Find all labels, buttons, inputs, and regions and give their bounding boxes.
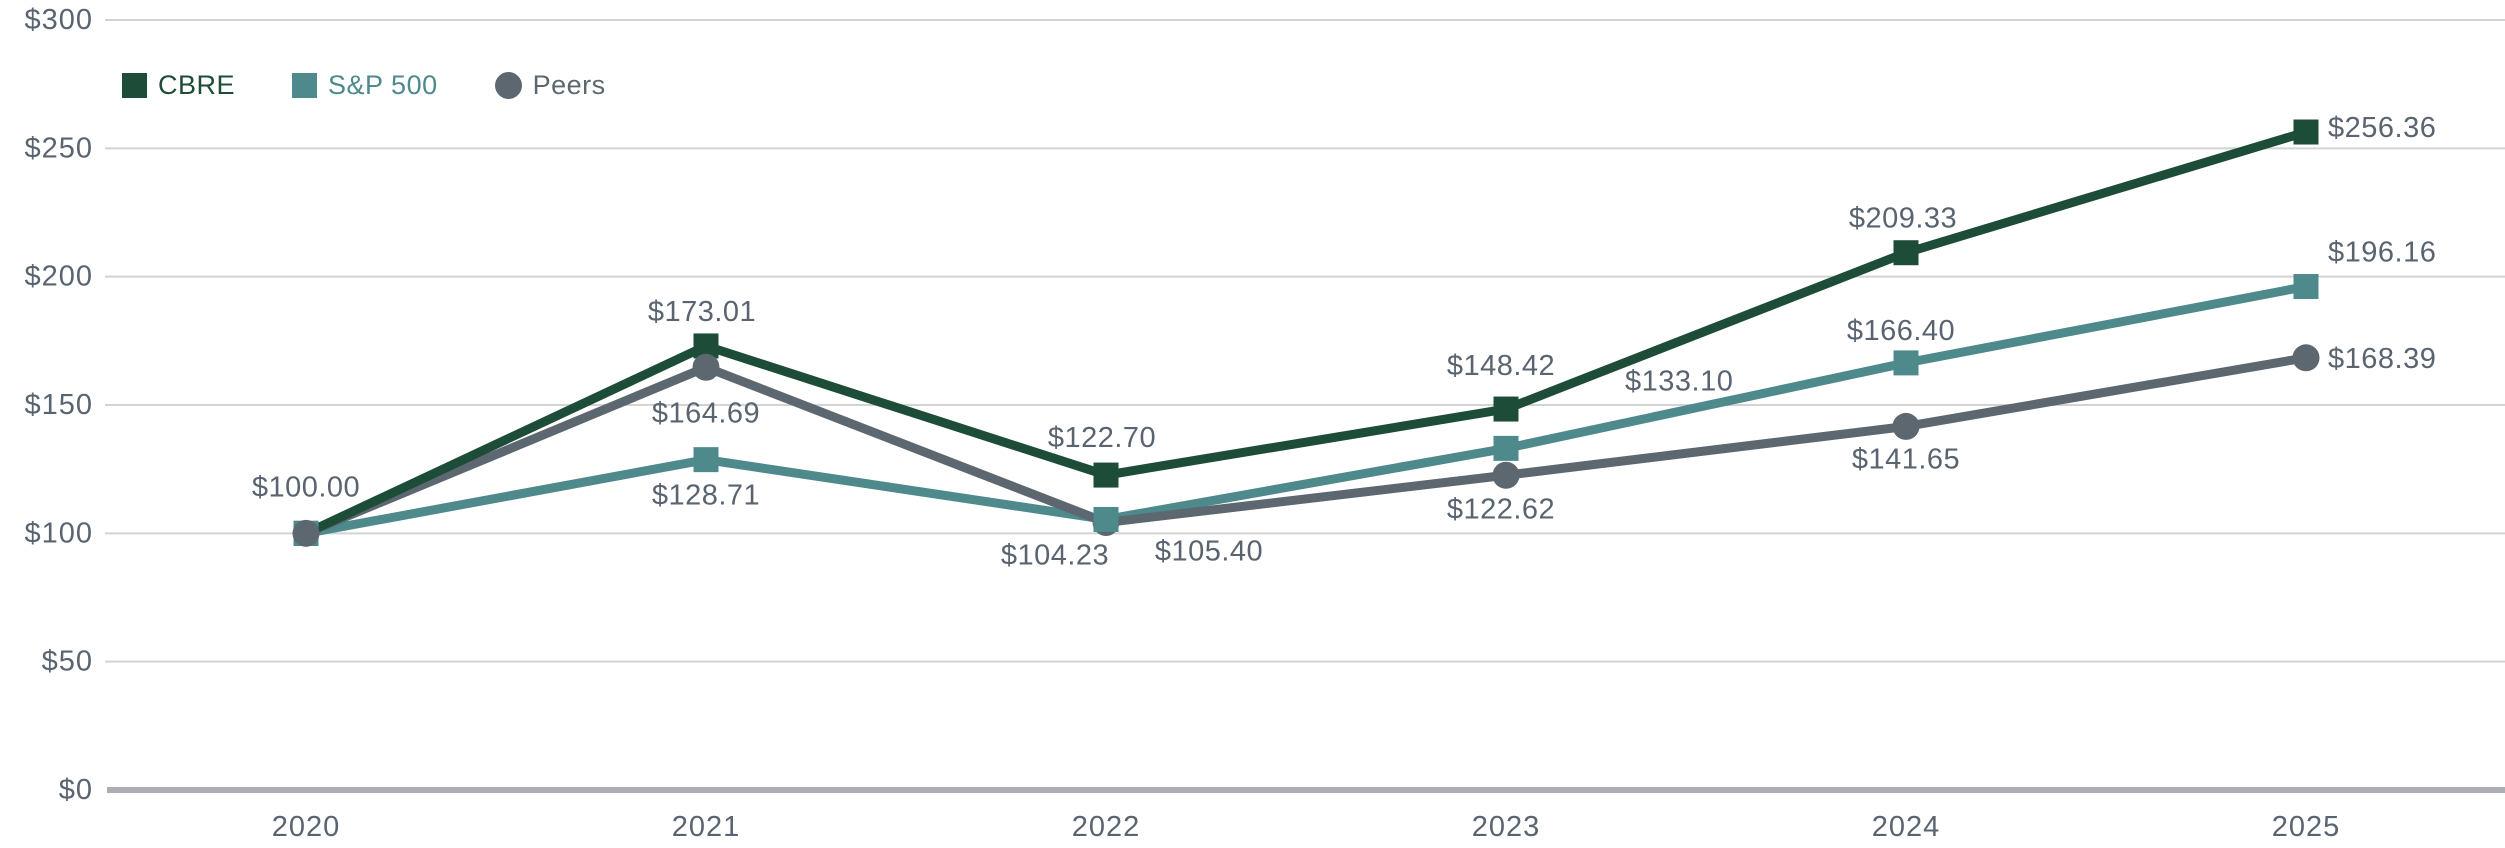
legend-label-sp500: S&P 500 <box>328 70 438 100</box>
peers-marker-2024 <box>1892 412 1920 440</box>
peers-value-label-2022: $104.23 <box>1001 539 1109 571</box>
peers-value-label-2021: $164.69 <box>652 397 760 429</box>
s-p-500-value-label-2024: $166.40 <box>1847 315 1955 347</box>
peers-marker-2023 <box>1492 461 1520 489</box>
cbre-marker-2025 <box>2293 119 2319 145</box>
x-tick-label-2022: 2022 <box>1072 811 1141 843</box>
s-p-500-marker-2025 <box>2293 274 2319 300</box>
cbre-value-label-2025: $256.36 <box>2328 112 2436 144</box>
s-p-500-line <box>305 282 2307 538</box>
x-tick-label-2021: 2021 <box>672 811 741 843</box>
y-tick-label-150: $150 <box>24 389 93 421</box>
sp500-square-marker-icon <box>292 73 318 98</box>
legend-label-cbre: CBRE <box>158 70 236 100</box>
y-tick-label-300: $300 <box>24 4 93 36</box>
s-p-500-value-label-2021: $128.71 <box>652 480 760 512</box>
s-p-500-marker-2022 <box>1093 506 1119 532</box>
legend-item-cbre: CBRE <box>122 72 235 99</box>
peers-value-label-2023: $122.62 <box>1447 493 1555 525</box>
cbre-value-label-2020: $100.00 <box>252 471 360 503</box>
peers-value-label-2025: $168.39 <box>2328 343 2436 375</box>
cbre-marker-2022 <box>1093 462 1119 488</box>
x-tick-label-2020: 2020 <box>272 811 341 843</box>
y-tick-label-100: $100 <box>24 517 93 549</box>
x-tick-label-2023: 2023 <box>1472 811 1541 843</box>
x-tick-label-2025: 2025 <box>2272 811 2341 843</box>
cbre-square-marker-icon <box>122 73 147 98</box>
x-tick-label-2024: 2024 <box>1872 811 1941 843</box>
y-tick-label-200: $200 <box>24 261 93 293</box>
y-tick-label-0: $0 <box>59 774 93 806</box>
peers-line <box>304 353 2307 538</box>
s-p-500-marker-2021 <box>693 447 719 473</box>
cbre-marker-2024 <box>1893 240 1919 266</box>
cbre-value-label-2022: $122.70 <box>1048 422 1156 454</box>
cbre-value-label-2023: $148.42 <box>1447 350 1555 382</box>
s-p-500-value-label-2023: $133.10 <box>1625 365 1733 397</box>
peers-marker-2020 <box>292 519 320 547</box>
legend-label-peers: Peers <box>532 70 606 100</box>
s-p-500-marker-2023 <box>1493 435 1519 461</box>
s-p-500-value-label-2025: $196.16 <box>2328 237 2436 269</box>
y-tick-label-50: $50 <box>42 646 93 678</box>
peers-marker-2025 <box>2292 344 2320 372</box>
cbre-marker-2023 <box>1493 396 1519 422</box>
cbre-line <box>304 127 2308 538</box>
peers-value-label-2024: $141.65 <box>1852 443 1960 475</box>
legend-item-peers: Peers <box>494 70 606 100</box>
peers-marker-2021 <box>692 353 720 381</box>
s-p-500-marker-2024 <box>1893 350 1919 376</box>
s-p-500-value-label-2022: $105.40 <box>1155 535 1263 567</box>
cbre-value-label-2024: $209.33 <box>1849 203 1957 235</box>
y-tick-label-250: $250 <box>24 132 93 164</box>
chart-legend: CBRE S&P 500 Peers <box>122 72 606 99</box>
peers-circle-marker-icon <box>494 72 522 99</box>
cbre-value-label-2021: $173.01 <box>648 296 756 328</box>
legend-item-sp500: S&P 500 <box>292 72 438 99</box>
